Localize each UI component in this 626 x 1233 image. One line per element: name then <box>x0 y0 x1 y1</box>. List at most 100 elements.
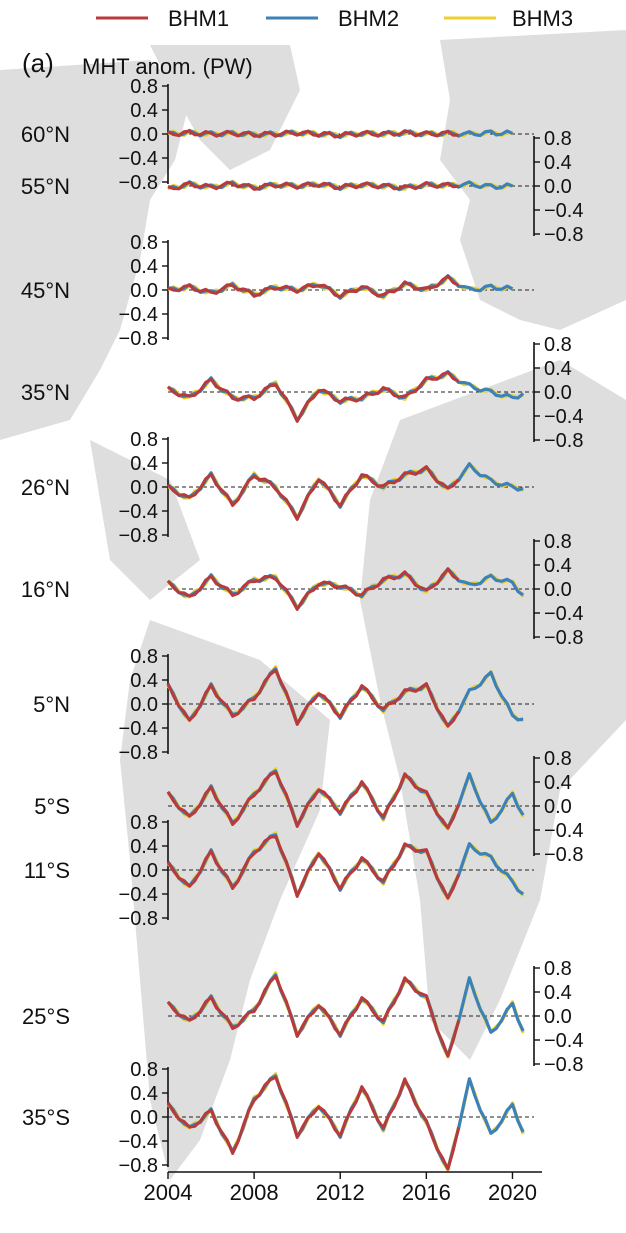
y-tick-label-5-1: 0.4 <box>544 555 572 577</box>
series-bhm1-5 <box>166 567 460 611</box>
y-tick-label-0-0: 0.8 <box>130 76 158 98</box>
latitude-labels: 60°N 55°N 45°N 35°N 26°N 16°N 5°N 5°S 11°S 25°S 35… <box>21 122 70 1130</box>
y-tick-label-2-3: −0.4 <box>119 304 158 326</box>
y-tick-label-8-3: −0.4 <box>119 884 158 906</box>
y-tick-label-9-4: −0.8 <box>544 1054 583 1076</box>
y-tick-label-0-3: −0.4 <box>119 148 158 170</box>
y-tick-label-9-3: −0.4 <box>544 1030 583 1052</box>
y-axis-title: MHT anom. (PW) <box>82 54 253 79</box>
y-tick-label-5-4: −0.8 <box>544 627 583 649</box>
legend-label-bhm1: BHM1 <box>168 6 229 31</box>
map-land-africa <box>360 360 626 1060</box>
y-tick-label-4-4: −0.8 <box>119 525 158 547</box>
y-tick-label-4-0: 0.8 <box>130 429 158 451</box>
y-tick-label-1-4: −0.8 <box>544 224 583 246</box>
legend: BHM1 BHM2 BHM3 <box>96 6 573 31</box>
y-tick-label-8-1: 0.4 <box>130 836 158 858</box>
x-axis: 2004 2008 2012 2016 2020 <box>144 1171 542 1205</box>
y-tick-label-8-0: 0.8 <box>130 812 158 834</box>
series-bhm1-7 <box>166 770 461 830</box>
map-land-greenland <box>150 45 300 170</box>
y-tick-label-5-3: −0.4 <box>544 603 583 625</box>
y-tick-label-4-3: −0.4 <box>119 501 158 523</box>
y-tick-label-10-2: 0.0 <box>130 1107 158 1129</box>
y-tick-label-1-3: −0.4 <box>544 200 583 222</box>
atlantic-map-background <box>0 30 626 1180</box>
latitude-label-5: 16°N <box>21 577 70 602</box>
latitude-label-7: 5°S <box>34 794 70 819</box>
y-tick-label-10-3: −0.4 <box>119 1131 158 1153</box>
panel-label: (a) <box>22 48 54 78</box>
latitude-label-4: 26°N <box>21 475 70 500</box>
y-tick-label-6-0: 0.8 <box>130 646 158 668</box>
y-tick-label-5-2: 0.0 <box>544 579 572 601</box>
y-tick-label-2-0: 0.8 <box>130 232 158 254</box>
y-tick-label-3-3: −0.4 <box>544 406 583 428</box>
latitude-label-3: 35°N <box>21 380 70 405</box>
y-tick-label-8-2: 0.0 <box>130 860 158 882</box>
y-tick-label-9-2: 0.0 <box>544 1006 572 1028</box>
y-tick-label-3-1: 0.4 <box>544 358 572 380</box>
series-bhm1-3 <box>166 370 460 423</box>
map-land-north-america <box>0 60 190 440</box>
series-bhm1-2 <box>167 274 460 299</box>
x-tick-label-4: 2020 <box>488 1180 537 1205</box>
y-tick-label-8-4: −0.8 <box>119 908 158 930</box>
y-tick-label-4-2: 0.0 <box>130 477 158 499</box>
y-tick-label-6-4: −0.8 <box>119 742 158 764</box>
latitude-label-8: 11°S <box>24 858 70 883</box>
y-tick-label-3-4: −0.8 <box>544 430 583 452</box>
map-land-central-america <box>90 440 200 600</box>
latitude-label-10: 35°S <box>22 1105 70 1130</box>
y-tick-label-2-2: 0.0 <box>130 280 158 302</box>
latitude-label-1: 55°N <box>21 174 70 199</box>
y-tick-label-7-4: −0.8 <box>544 844 583 866</box>
y-tick-label-0-1: 0.4 <box>130 100 158 122</box>
legend-label-bhm2: BHM2 <box>338 6 399 31</box>
y-tick-label-7-1: 0.4 <box>544 772 572 794</box>
y-tick-label-6-2: 0.0 <box>130 694 158 716</box>
y-tick-label-10-1: 0.4 <box>130 1083 158 1105</box>
y-tick-label-7-3: −0.4 <box>544 820 583 842</box>
series-lines <box>166 128 525 1172</box>
y-tick-label-3-0: 0.8 <box>544 334 572 356</box>
map-land-south-america <box>120 620 330 1180</box>
series-bhm1-9 <box>166 974 461 1058</box>
y-tick-label-9-0: 0.8 <box>544 958 572 980</box>
series-bhm1-8 <box>166 834 461 900</box>
y-tick-label-1-2: 0.0 <box>544 176 572 198</box>
y-tick-label-2-1: 0.4 <box>130 256 158 278</box>
x-tick-label-1: 2008 <box>230 1180 279 1205</box>
legend-label-bhm3: BHM3 <box>512 6 573 31</box>
y-tick-label-1-0: 0.8 <box>544 128 572 150</box>
y-tick-label-0-4: −0.8 <box>119 172 158 194</box>
y-tick-label-6-3: −0.4 <box>119 718 158 740</box>
y-tick-label-10-0: 0.8 <box>130 1059 158 1081</box>
series-bhm1-0 <box>167 129 459 139</box>
series-bhm1-4 <box>166 465 460 521</box>
y-tick-label-6-1: 0.4 <box>130 670 158 692</box>
y-tick-label-7-2: 0.0 <box>544 796 572 818</box>
y-tick-label-10-4: −0.8 <box>119 1155 158 1177</box>
series-bhm1-6 <box>166 668 460 728</box>
x-tick-label-3: 2016 <box>402 1180 451 1205</box>
series-bhm1-1 <box>167 180 459 191</box>
map-land-europe <box>440 30 626 330</box>
y-tick-label-2-4: −0.8 <box>119 328 158 350</box>
y-tick-label-4-1: 0.4 <box>130 453 158 475</box>
x-tick-label-0: 2004 <box>144 1180 193 1205</box>
y-tick-label-7-0: 0.8 <box>544 748 572 770</box>
y-tick-label-9-1: 0.4 <box>544 982 572 1004</box>
x-tick-label-2: 2012 <box>316 1180 365 1205</box>
series-bhm1-10 <box>166 1075 461 1171</box>
latitude-label-0: 60°N <box>21 122 70 147</box>
y-tick-label-5-0: 0.8 <box>544 531 572 553</box>
y-tick-label-1-1: 0.4 <box>544 152 572 174</box>
latitude-label-9: 25°S <box>22 1004 70 1029</box>
y-tick-label-3-2: 0.0 <box>544 382 572 404</box>
latitude-label-6: 5°N <box>33 692 70 717</box>
y-tick-label-0-2: 0.0 <box>130 124 158 146</box>
latitude-label-2: 45°N <box>21 278 70 303</box>
